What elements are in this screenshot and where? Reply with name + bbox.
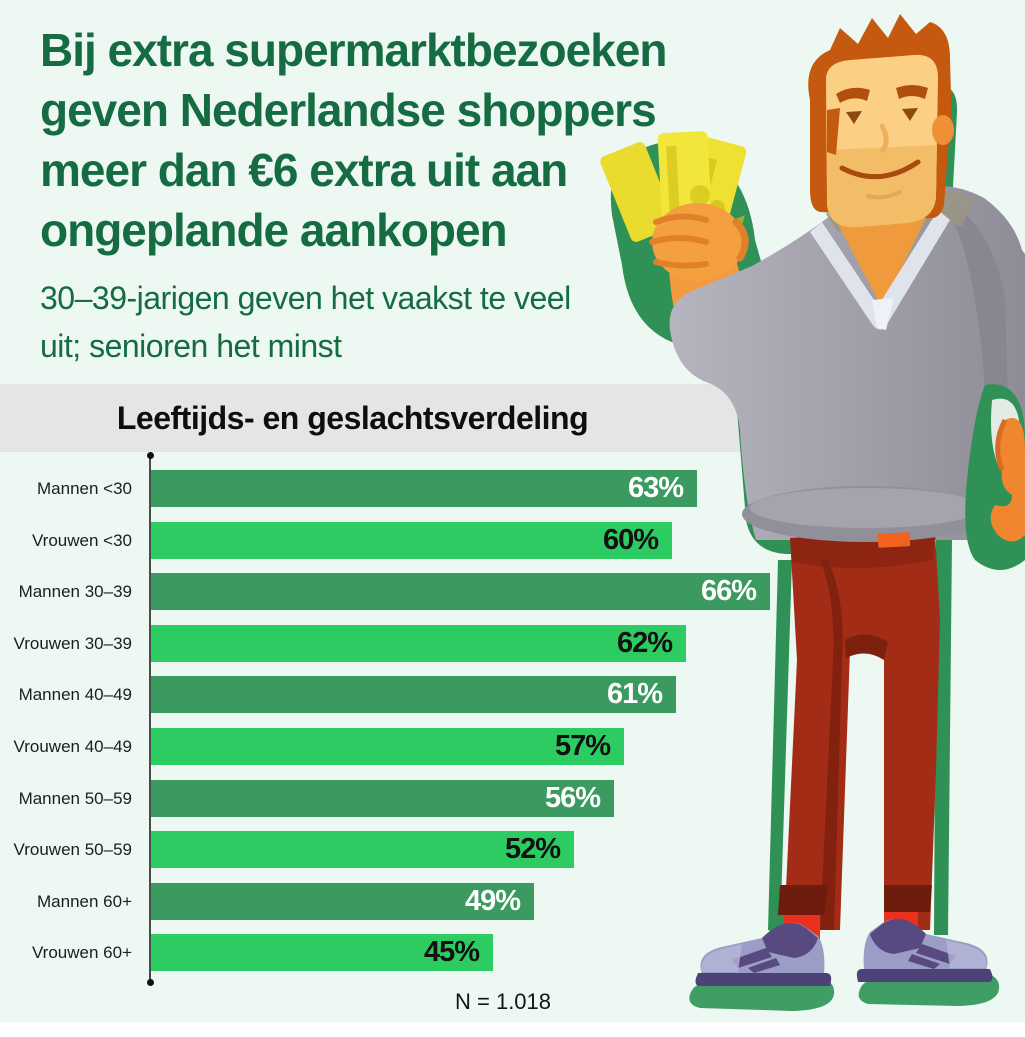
category-label: Mannen 60+: [37, 891, 132, 911]
value-label: 49%: [464, 884, 521, 917]
bar-row: Mannen 50–59 56%: [0, 779, 790, 832]
arm-on-hip: [965, 384, 1025, 570]
bar: 45%: [151, 934, 493, 972]
eyebrow-right: [896, 85, 928, 99]
bar: 66%: [151, 573, 770, 611]
hoodie-hem: [742, 486, 990, 548]
bar: 49%: [151, 882, 534, 920]
value-label: 62%: [616, 626, 673, 659]
category-label: Vrouwen 60+: [31, 943, 132, 963]
bar: 56%: [151, 779, 614, 817]
man-holding-cash-illustration: [600, 14, 1025, 1011]
value-label: 63%: [627, 472, 684, 504]
category-label: Mannen <30: [37, 479, 132, 498]
bar-row: Vrouwen 40–49 57%: [0, 727, 790, 780]
value-label: 57%: [554, 729, 611, 762]
chart-title: Leeftijds- en geslachtsverdeling: [116, 400, 589, 436]
category-label: Mannen 50–59: [18, 788, 132, 808]
bar-row: Vrouwen <30 60%: [0, 521, 790, 574]
nose: [879, 123, 889, 153]
bar: 63%: [151, 470, 697, 507]
sneakers: [695, 918, 993, 986]
bar: 52%: [151, 831, 574, 869]
bar-rows: Mannen <30 63% Vrouwen <30 60% Mannen 30–39 6…: [0, 470, 790, 986]
bar-row: Mannen <30 63%: [0, 470, 790, 522]
value-label: 61%: [606, 678, 663, 711]
head: [808, 14, 954, 228]
category-label: Vrouwen <30: [31, 530, 132, 550]
value-label: 60%: [602, 523, 659, 556]
value-label: 52%: [504, 833, 561, 866]
bar: 57%: [151, 727, 624, 765]
bar-row: Mannen 30–39 66%: [0, 573, 790, 625]
ear: [932, 115, 954, 145]
sample-size-note: N = 1.018: [455, 989, 552, 1014]
category-label: Mannen 40–49: [18, 685, 132, 705]
category-label: Vrouwen 40–49: [13, 736, 132, 756]
eye-right: [902, 108, 918, 121]
category-label: Vrouwen 30–39: [13, 633, 132, 653]
smile: [839, 159, 921, 180]
bar-chart: Mannen <30 63% Vrouwen <30 60% Mannen 30–39 6…: [0, 470, 790, 986]
belt-tab: [877, 532, 911, 548]
value-label: 56%: [544, 781, 601, 814]
pants: [784, 532, 940, 930]
bar-row: Vrouwen 30–39 62%: [0, 624, 790, 677]
fist: [649, 203, 749, 281]
category-label: Vrouwen 50–59: [13, 840, 132, 860]
bar: 61%: [151, 676, 676, 714]
bar: 62%: [151, 624, 686, 662]
bottom-white-strip: [0, 1022, 1025, 1037]
bar-row: Mannen 40–49 61%: [0, 676, 790, 728]
page-title: Bij extra supermarktbezoeken geven Neder…: [40, 24, 668, 256]
bar: 60%: [151, 521, 672, 559]
value-label: 45%: [423, 936, 480, 969]
bar-row: Vrouwen 50–59 52%: [0, 831, 790, 883]
category-label: Mannen 30–39: [18, 582, 132, 602]
eyebrow-left: [836, 87, 870, 103]
y-axis-line: [146, 452, 154, 986]
bar-row: Mannen 60+ 49%: [0, 882, 790, 935]
page-subtitle: 30–39-jarigen geven het vaakst te veel u…: [40, 280, 571, 364]
value-label: 66%: [700, 575, 757, 608]
bar-row: Vrouwen 60+ 45%: [0, 934, 790, 986]
eye-left: [846, 111, 862, 124]
